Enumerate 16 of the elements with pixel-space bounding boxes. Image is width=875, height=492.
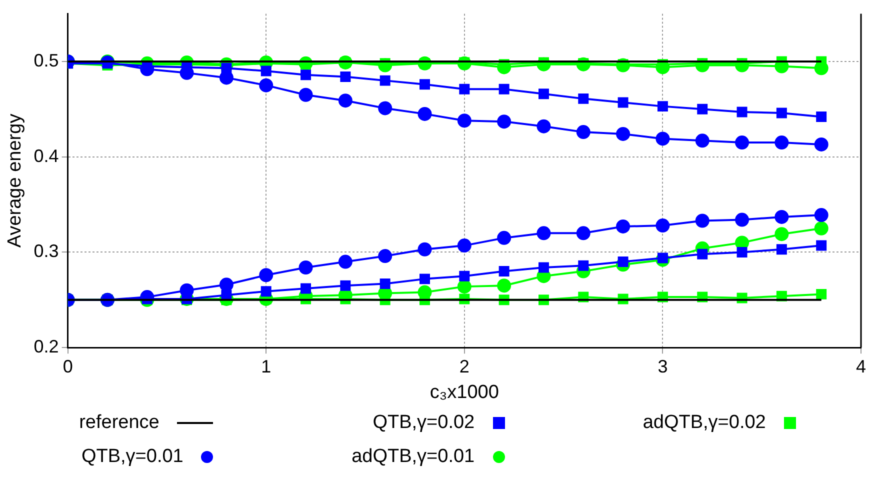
x-tick-label: 1 — [261, 356, 272, 376]
y-tick-label: 0.4 — [34, 146, 59, 166]
legend-label: reference — [79, 412, 160, 434]
y-tick-label: 0.3 — [34, 241, 59, 262]
x-tick-label: 3 — [658, 356, 668, 376]
legend-label: QTB,γ=0.01 — [81, 446, 184, 468]
y-axis-title: Average energy — [4, 113, 26, 248]
x-tick-label: 0 — [62, 356, 73, 376]
y-tick-label: 0.2 — [34, 336, 59, 357]
x-tick-label: 4 — [856, 356, 866, 376]
x-axis-title: c₃x1000 — [430, 382, 499, 403]
x-tick-label: 2 — [459, 356, 470, 376]
legend-label: adQTB,γ=0.02 — [642, 412, 766, 434]
legend-label: adQTB,γ=0.01 — [352, 446, 475, 468]
legend-label: QTB,γ=0.02 — [372, 412, 475, 434]
y-tick-label: 0.5 — [34, 50, 59, 70]
